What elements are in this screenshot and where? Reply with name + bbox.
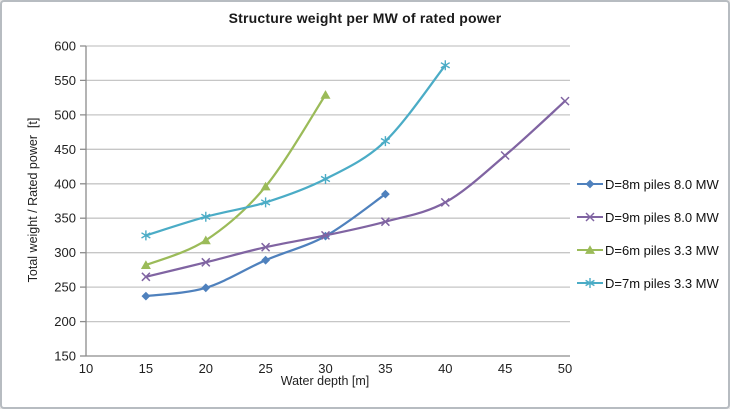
x-tick-label: 40 [438, 361, 452, 376]
legend-key-asterisk-icon [577, 278, 603, 288]
marker-x-icon [141, 272, 151, 282]
legend-item: D=6m piles 3.3 MW [577, 239, 719, 261]
legend: D=8m piles 8.0 MW D=9m piles 8.0 MW D=6m p… [577, 173, 719, 305]
y-tick-label: 300 [54, 245, 76, 260]
marker-triangle-icon [260, 181, 271, 191]
marker-x-icon [261, 242, 271, 252]
x-tick-label: 35 [378, 361, 392, 376]
legend-key-triangle-icon [577, 245, 603, 254]
marker-asterisk-icon [141, 230, 151, 241]
series-line [144, 99, 567, 278]
marker-triangle-icon [140, 260, 151, 269]
marker-asterisk-icon [440, 60, 451, 71]
y-tick-label: 400 [54, 176, 76, 191]
marker-diamond-icon [381, 189, 390, 199]
legend-item: D=7m piles 3.3 MW [577, 272, 719, 294]
legend-label: D=8m piles 8.0 MW [605, 176, 719, 192]
legend-label: D=6m piles 3.3 MW [605, 242, 719, 258]
y-tick-label: 350 [54, 211, 76, 226]
y-tick-label: 600 [54, 39, 76, 54]
marker-diamond-icon [261, 255, 270, 265]
marker-diamond-icon [201, 283, 211, 293]
series-line [144, 64, 447, 237]
marker-asterisk-icon [320, 174, 331, 184]
marker-x-icon [560, 96, 570, 106]
marker-asterisk-icon [585, 278, 595, 288]
y-tick-label: 500 [54, 107, 76, 122]
marker-triangle-icon [200, 235, 211, 245]
x-tick-label: 45 [498, 361, 512, 376]
x-tick-label: 20 [199, 361, 213, 376]
marker-x-icon [585, 212, 595, 222]
y-tick-label: 150 [54, 349, 76, 364]
chart-title: Structure weight per MW of rated power [228, 10, 502, 26]
marker-x-icon [320, 230, 331, 240]
marker-x-icon [440, 197, 450, 207]
marker-x-icon [201, 257, 211, 267]
x-tick-label: 10 [79, 361, 93, 376]
y-tick-label: 200 [54, 314, 76, 329]
marker-asterisk-icon [260, 197, 271, 208]
legend-label: D=7m piles 3.3 MW [605, 275, 719, 291]
x-tick-label: 50 [558, 361, 572, 376]
marker-diamond-icon [141, 291, 151, 301]
marker-x-icon [380, 217, 390, 227]
legend-item: D=9m piles 8.0 MW [577, 206, 719, 228]
x-tick-label: 30 [318, 361, 332, 376]
series-line [144, 93, 327, 267]
marker-triangle-icon [320, 90, 331, 99]
marker-asterisk-icon [201, 211, 211, 222]
marker-triangle-icon [585, 245, 595, 254]
legend-item: D=8m piles 8.0 MW [577, 173, 719, 195]
marker-diamond-icon [585, 179, 595, 189]
legend-key-diamond-icon [577, 179, 603, 189]
y-tick-label: 450 [54, 142, 76, 157]
legend-key-x-icon [577, 212, 603, 222]
x-axis-title: Water depth [m] [280, 374, 370, 388]
y-tick-label: 550 [54, 73, 76, 88]
marker-x-icon [500, 150, 510, 161]
series-line [144, 192, 387, 298]
y-tick-label: 250 [54, 280, 76, 295]
legend-label: D=9m piles 8.0 MW [605, 209, 719, 225]
marker-asterisk-icon [380, 136, 391, 147]
x-tick-label: 15 [139, 361, 153, 376]
x-tick-label: 25 [258, 361, 272, 376]
